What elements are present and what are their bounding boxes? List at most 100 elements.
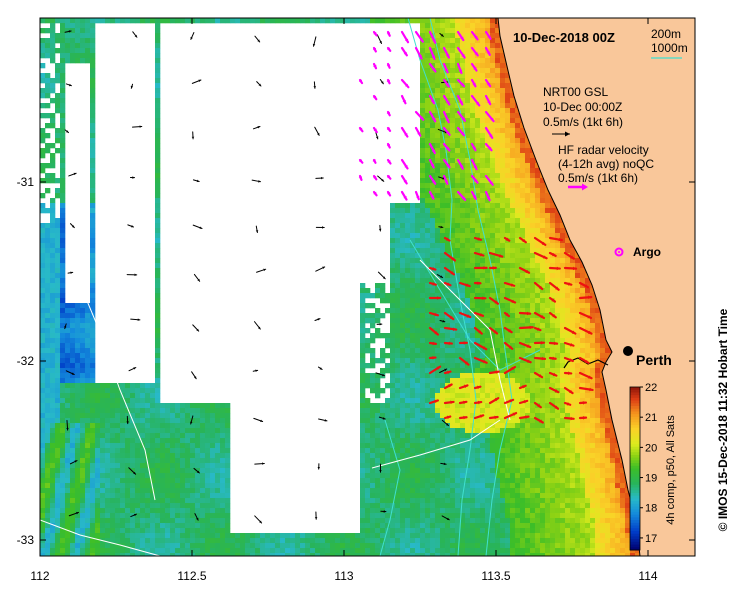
hf-arrow-south: [442, 126, 451, 136]
gsl-arrow: [191, 131, 195, 140]
hf-arrow-south: [414, 110, 425, 121]
gsl-arrow: [436, 274, 444, 279]
hf-arrow-north: [473, 281, 482, 285]
hf-legend-title: HF radar velocity: [558, 143, 649, 157]
hf-arrow-south: [414, 46, 423, 60]
hf-arrow-south: [400, 30, 410, 44]
perth-label: Perth: [636, 352, 672, 368]
gsl-arrow: [190, 415, 194, 425]
hf-arrow-south: [470, 158, 478, 171]
hf-arrow-north: [503, 236, 511, 242]
gsl-legend-arrow: [552, 131, 570, 137]
gsl-arrow: [313, 81, 317, 89]
hf-arrow-north: [473, 251, 485, 257]
hf-arrow-north: [488, 266, 497, 270]
gsl-arrow: [441, 515, 450, 521]
hf-arrow-south: [456, 126, 465, 137]
hf-arrow-south: [470, 190, 477, 200]
hf-arrow-north: [533, 416, 544, 424]
gsl-arrows: [64, 30, 450, 524]
hf-arrow-north: [443, 236, 451, 242]
hf-arrow-north: [548, 401, 560, 410]
isobath-line: [429, 18, 513, 556]
gsl-arrow: [128, 367, 137, 372]
gsl-arrow: [68, 172, 77, 177]
hf-arrow-north: [443, 326, 458, 331]
hf-arrow-south: [470, 174, 479, 184]
colorbar-tick-label: 19: [645, 473, 657, 485]
hf-arrow-south: [428, 30, 437, 44]
hf-arrow-north: [518, 325, 534, 330]
hf-arrow-north: [563, 281, 573, 286]
hf-arrow-south: [470, 142, 477, 152]
map-title: 10-Dec-2018 00Z: [513, 30, 615, 45]
gsl-arrow: [128, 467, 137, 475]
hf-arrow-north: [518, 266, 531, 274]
hf-arrow-north: [443, 383, 453, 390]
gsl-arrow: [67, 271, 74, 275]
hf-arrow-north: [518, 341, 532, 349]
hf-arrow-south: [428, 94, 436, 105]
isobath-line: [69, 209, 156, 501]
depth-legend-200m: 200m: [651, 27, 681, 41]
hf-arrow-south: [484, 30, 492, 40]
isobath-line: [409, 239, 541, 371]
depth-legend-1000m: 1000m: [651, 41, 688, 55]
y-tick-label: -32: [17, 354, 35, 368]
gsl-arrow: [379, 463, 382, 473]
hf-arrow-north: [503, 311, 511, 318]
gsl-arrow: [126, 415, 129, 425]
hf-arrow-south: [358, 158, 364, 164]
hf-arrow-south: [442, 142, 451, 152]
gsl-arrow: [65, 83, 72, 87]
hf-arrow-south: [470, 62, 478, 72]
gsl-arrow: [193, 273, 201, 282]
colorbar-tick-label: 18: [645, 503, 657, 515]
hf-arrow-south: [456, 78, 465, 88]
gsl-arrow: [126, 273, 138, 277]
hf-arrow-south: [484, 110, 495, 123]
x-tick-label: 113: [334, 569, 353, 583]
hf-radar-arrows: [358, 30, 594, 424]
hf-arrow-south: [428, 110, 437, 123]
hf-arrow-south: [428, 46, 436, 61]
hf-arrow-south: [372, 94, 378, 101]
gsl-arrow: [254, 515, 263, 524]
hf-arrow-north: [563, 401, 572, 406]
gsl-arrow: [314, 318, 321, 321]
gsl-arrow: [251, 179, 262, 183]
hf-arrow-north: [488, 251, 504, 258]
hf-arrow-south: [400, 158, 409, 170]
gsl-arrow: [315, 266, 326, 272]
colorbar-tick-label: 21: [645, 412, 657, 424]
colorbar-label: 4h comp, p50, All Sats: [665, 415, 677, 525]
hf-arrow-north: [578, 356, 590, 364]
hf-arrow-north: [458, 356, 470, 366]
hf-arrow-north: [428, 365, 442, 375]
hf-arrow-north: [518, 356, 532, 364]
gsl-arrow: [131, 125, 143, 128]
hf-legend-arrow: [568, 183, 588, 191]
gsl-arrow: [194, 513, 199, 521]
gsl-arrow: [315, 226, 325, 229]
hf-arrow-south: [484, 94, 492, 106]
hf-arrow-north: [443, 400, 455, 405]
colorbar-tick-label: 22: [645, 382, 657, 394]
gsl-arrow: [375, 131, 379, 140]
x-tick-label: 112.5: [177, 569, 206, 583]
gsl-arrow: [378, 224, 382, 232]
hf-arrow-north: [488, 415, 499, 420]
hf-arrow-south: [400, 190, 408, 201]
hf-arrow-south: [372, 174, 378, 181]
hf-arrow-north: [548, 266, 561, 271]
hf-arrow-south: [428, 142, 436, 155]
gsl-arrow: [65, 370, 75, 376]
gsl-arrow: [192, 224, 203, 229]
gsl-arrow: [66, 419, 69, 431]
gsl-arrow: [314, 126, 320, 136]
argo-label: Argo: [633, 245, 661, 259]
hf-arrow-north: [563, 266, 578, 271]
hf-arrow-north: [428, 341, 437, 346]
gsl-arrow: [254, 462, 265, 465]
